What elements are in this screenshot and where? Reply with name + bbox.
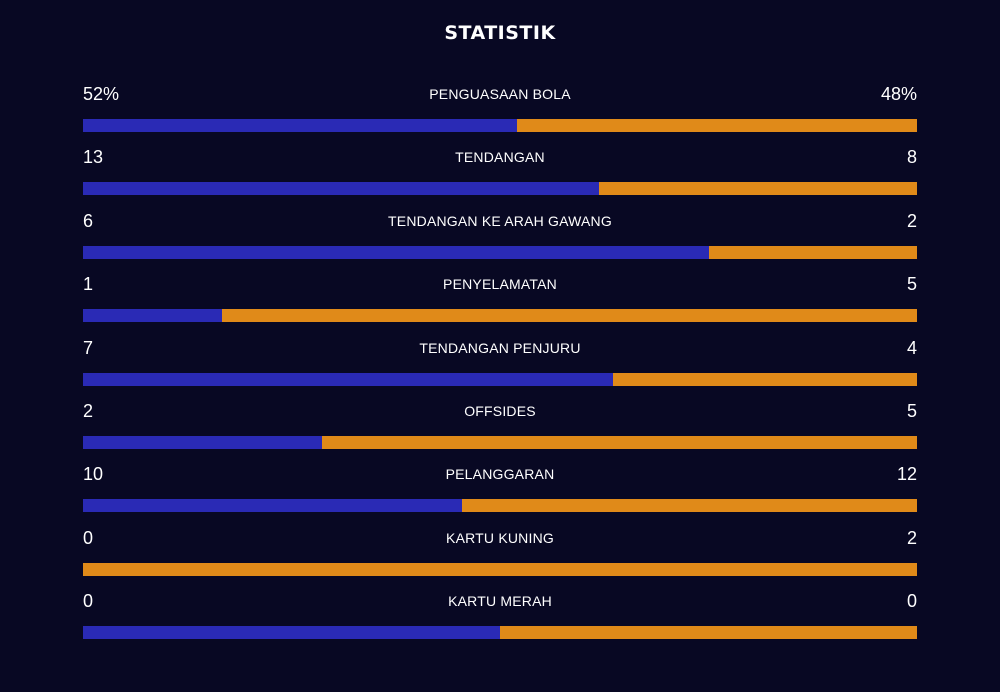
stat-bar (83, 372, 917, 386)
stat-label: TENDANGAN PENJURU (419, 339, 581, 356)
home-value: 1 (83, 274, 94, 295)
home-bar-fill (83, 245, 709, 259)
away-value: 2 (906, 527, 917, 548)
home-bar-fill (83, 499, 463, 513)
away-value: 2 (906, 210, 917, 231)
away-bar-fill (613, 372, 917, 386)
stat-bar (83, 562, 917, 576)
stats-list: 52% PENGUASAAN BOLA 48% 13 TENDANGAN 8 6… (83, 80, 917, 651)
stat-row-red-cards: 0 KARTU MERAH 0 (83, 587, 917, 650)
stat-row-shots: 13 TENDANGAN 8 (83, 143, 917, 206)
home-value: 13 (83, 147, 104, 168)
stat-label: TENDANGAN KE ARAH GAWANG (388, 212, 612, 229)
away-bar-fill (321, 435, 917, 449)
stat-label: PELANGGARAN (445, 466, 555, 483)
stat-row-corners: 7 TENDANGAN PENJURU 4 (83, 334, 917, 397)
stat-row-saves: 1 PENYELAMATAN 5 (83, 270, 917, 333)
stat-label: OFFSIDES (464, 402, 536, 419)
away-value: 8 (906, 147, 917, 168)
away-bar-fill (462, 499, 917, 513)
stat-bar (83, 435, 917, 449)
stat-bar (83, 626, 917, 640)
home-value: 52% (83, 84, 120, 104)
stat-label: TENDANGAN (455, 149, 545, 166)
stat-label: PENGUASAAN BOLA (429, 86, 571, 102)
stat-row-fouls: 10 PELANGGARAN 12 (83, 460, 917, 523)
stat-bar (83, 182, 917, 196)
stat-bar (83, 245, 917, 259)
stat-bar (83, 309, 917, 323)
away-bar-fill (599, 182, 917, 196)
home-bar-fill (83, 372, 614, 386)
away-value: 48% (880, 84, 917, 104)
away-bar-fill (708, 245, 917, 259)
stat-row-shots-on-target: 6 TENDANGAN KE ARAH GAWANG 2 (83, 207, 917, 270)
away-bar-fill (222, 309, 917, 323)
home-bar-fill (83, 182, 600, 196)
away-bar-fill (500, 626, 917, 640)
home-bar-fill (83, 309, 223, 323)
stat-row-offsides: 2 OFFSIDES 5 (83, 397, 917, 460)
away-value: 4 (906, 337, 917, 358)
away-value: 12 (896, 464, 917, 485)
home-value: 2 (83, 400, 94, 421)
stat-row-yellow-cards: 0 KARTU KUNING 2 (83, 524, 917, 587)
statistics-title: STATISTIK (444, 22, 556, 44)
home-value: 0 (83, 591, 94, 612)
home-bar-fill (83, 626, 500, 640)
stat-bar (83, 499, 917, 513)
stat-row-possession: 52% PENGUASAAN BOLA 48% (83, 80, 917, 143)
away-bar-fill (516, 119, 917, 132)
home-value: 6 (83, 210, 94, 231)
stat-label: PENYELAMATAN (443, 276, 557, 293)
away-value: 5 (906, 400, 917, 421)
stat-label: KARTU KUNING (446, 529, 554, 546)
away-value: 0 (906, 591, 917, 612)
away-bar-fill (83, 562, 917, 576)
stat-label: KARTU MERAH (448, 593, 552, 610)
home-bar-fill (83, 119, 517, 132)
home-value: 10 (83, 464, 104, 485)
away-value: 5 (906, 274, 917, 295)
home-bar-fill (83, 435, 322, 449)
home-value: 0 (83, 527, 94, 548)
home-value: 7 (83, 337, 94, 358)
stat-bar (83, 119, 917, 132)
